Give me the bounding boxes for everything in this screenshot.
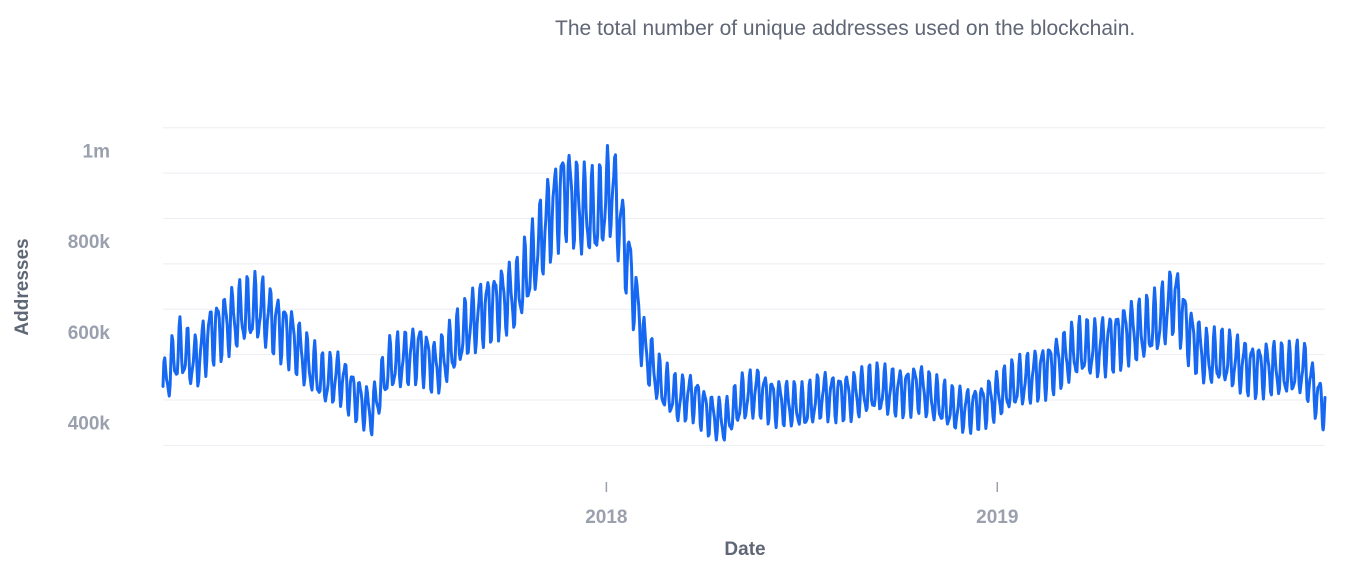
series-line: [161, 143, 1327, 442]
y-axis-title: Addresses: [12, 238, 33, 335]
x-axis-title: Date: [724, 539, 765, 560]
y-tick-label: 800k: [68, 232, 111, 253]
y-tick-label: 600k: [68, 323, 111, 344]
x-tick-label: 2018: [585, 507, 627, 528]
y-tick-label: 1m: [83, 141, 110, 162]
y-tick-label: 400k: [68, 414, 111, 435]
chart-subtitle: The total number of unique addresses use…: [555, 17, 1136, 40]
x-tick-label: 2019: [976, 507, 1018, 528]
